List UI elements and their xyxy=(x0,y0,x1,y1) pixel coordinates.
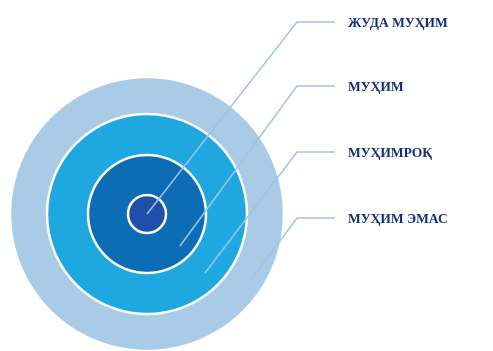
label-more-important: МУҲИМРОҚ xyxy=(348,145,432,160)
leader-line-very-important xyxy=(146,21,335,215)
label-very-important: ЖУДА МУҲИМ xyxy=(348,15,448,30)
leader-line-important xyxy=(179,85,335,247)
leader-line-more-important xyxy=(204,151,335,274)
label-important: МУҲИМ xyxy=(348,79,404,94)
leader-line-not-important xyxy=(249,217,335,282)
label-not-important: МУҲИМ ЭМАС xyxy=(348,211,448,226)
